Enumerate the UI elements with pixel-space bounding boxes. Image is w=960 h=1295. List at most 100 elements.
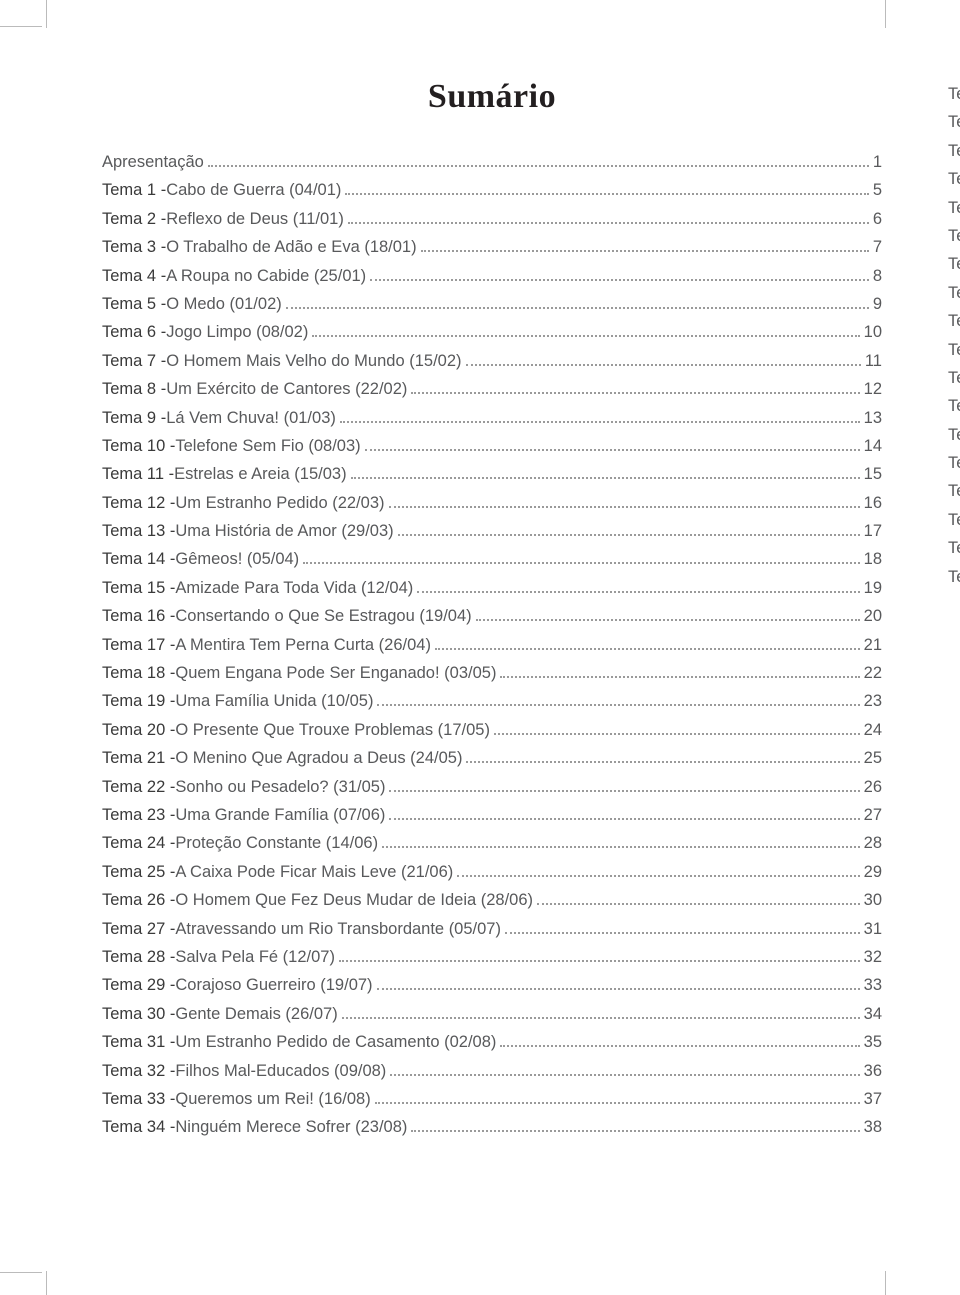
toc-entry: Tema 29 - Corajoso Guerreiro (19/07)33 <box>102 977 882 994</box>
toc-page-number: 22 <box>864 665 882 682</box>
cutoff-text: Te <box>948 569 960 586</box>
toc-prefix: Tema 21 - <box>102 750 175 767</box>
toc-entry: Tema 18 - Quem Engana Pode Ser Enganado!… <box>102 665 882 682</box>
toc-entry: Tema 11 - Estrelas e Areia (15/03)15 <box>102 466 882 483</box>
crop-mark <box>885 0 886 28</box>
toc-prefix: Tema 3 - <box>102 239 166 256</box>
toc-page-number: 25 <box>864 750 882 767</box>
cutoff-text: Te <box>948 86 960 103</box>
toc-prefix: Tema 24 - <box>102 835 175 852</box>
toc-page-number: 24 <box>864 722 882 739</box>
toc-leader <box>537 903 860 905</box>
toc-label: Quem Engana Pode Ser Enganado! (03/05) <box>175 665 496 682</box>
toc-leader <box>365 449 860 451</box>
toc-label: Salva Pela Fé (12/07) <box>175 949 335 966</box>
toc-label: Gêmeos! (05/04) <box>175 551 299 568</box>
toc-prefix: Tema 34 - <box>102 1119 175 1136</box>
toc-page-number: 23 <box>864 693 882 710</box>
toc-label: Lá Vem Chuva! (01/03) <box>166 410 336 427</box>
toc-label: A Roupa no Cabide (25/01) <box>166 268 366 285</box>
toc-entry: Tema 15 - Amizade Para Toda Vida (12/04)… <box>102 580 882 597</box>
toc-label: O Homem Que Fez Deus Mudar de Ideia (28/… <box>175 892 533 909</box>
toc-label: Proteção Constante (14/06) <box>175 835 378 852</box>
toc-label: Um Exército de Cantores (22/02) <box>166 381 407 398</box>
toc-entry: Tema 25 - A Caixa Pode Ficar Mais Leve (… <box>102 864 882 881</box>
toc-page-number: 29 <box>864 864 882 881</box>
toc-leader <box>377 988 860 990</box>
toc-leader <box>303 562 859 564</box>
toc-entry: Tema 3 - O Trabalho de Adão e Eva (18/01… <box>102 239 882 256</box>
toc-prefix: Tema 9 - <box>102 410 166 427</box>
toc-page-number: 11 <box>865 353 882 370</box>
toc-entry: Tema 17 - A Mentira Tem Perna Curta (26/… <box>102 637 882 654</box>
toc-page-number: 9 <box>873 296 882 313</box>
cutoff-text: Te <box>948 228 960 245</box>
toc-page-number: 21 <box>864 637 882 654</box>
toc-page-number: 5 <box>873 182 882 199</box>
toc-entry: Apresentação1 <box>102 154 882 171</box>
toc-leader <box>348 222 869 224</box>
crop-mark <box>46 1271 47 1295</box>
toc-prefix: Tema 12 - <box>102 495 175 512</box>
toc-label: Gente Demais (26/07) <box>175 1006 337 1023</box>
toc-prefix: Tema 6 - <box>102 324 166 341</box>
toc-leader <box>312 335 859 337</box>
cutoff-text: Te <box>948 483 960 500</box>
toc-page-number: 26 <box>864 779 882 796</box>
toc-entry: Tema 26 - O Homem Que Fez Deus Mudar de … <box>102 892 882 909</box>
toc-label: Um Estranho Pedido (22/03) <box>175 495 384 512</box>
toc-prefix: Tema 33 - <box>102 1091 175 1108</box>
toc-page-number: 17 <box>864 523 882 540</box>
toc-prefix: Tema 30 - <box>102 1006 175 1023</box>
toc-prefix: Tema 25 - <box>102 864 175 881</box>
toc-leader <box>421 250 869 252</box>
toc-prefix: Tema 8 - <box>102 381 166 398</box>
toc-label: Uma História de Amor (29/03) <box>175 523 393 540</box>
toc-leader <box>389 506 860 508</box>
toc-prefix: Tema 2 - <box>102 211 166 228</box>
next-page-fragment: TeTeTeTeTeTeTeTeTeTeTeTeTeTeTeTeTeTe <box>948 86 960 597</box>
crop-mark <box>885 1271 886 1295</box>
toc-prefix: Tema 22 - <box>102 779 175 796</box>
toc-entry: Tema 27 - Atravessando um Rio Transborda… <box>102 921 882 938</box>
toc-label: O Medo (01/02) <box>166 296 282 313</box>
toc-prefix: Tema 26 - <box>102 892 175 909</box>
toc-label: Queremos um Rei! (16/08) <box>175 1091 370 1108</box>
toc-label: Ninguém Merece Sofrer (23/08) <box>175 1119 407 1136</box>
toc-page-number: 15 <box>864 466 882 483</box>
cutoff-text: Te <box>948 200 960 217</box>
toc-page-number: 8 <box>873 268 882 285</box>
toc-prefix: Tema 23 - <box>102 807 175 824</box>
toc-label: Cabo de Guerra (04/01) <box>166 182 341 199</box>
toc-entry: Tema 23 - Uma Grande Família (07/06)27 <box>102 807 882 824</box>
cutoff-text: Te <box>948 540 960 557</box>
toc-label: Telefone Sem Fio (08/03) <box>175 438 360 455</box>
toc-entry: Tema 1 - Cabo de Guerra (04/01)5 <box>102 182 882 199</box>
toc-page-number: 1 <box>873 154 882 171</box>
toc-leader <box>377 704 859 706</box>
toc-page-number: 7 <box>873 239 882 256</box>
toc-page-number: 18 <box>864 551 882 568</box>
toc-leader <box>389 790 859 792</box>
toc-page-number: 34 <box>864 1006 882 1023</box>
toc-leader <box>390 1074 859 1076</box>
toc-label: Reflexo de Deus (11/01) <box>166 211 344 228</box>
toc-page-number: 33 <box>864 977 882 994</box>
crop-mark <box>0 1272 42 1273</box>
toc-prefix: Tema 28 - <box>102 949 175 966</box>
toc-leader <box>286 307 869 309</box>
toc-label: O Trabalho de Adão e Eva (18/01) <box>166 239 416 256</box>
cutoff-text: Te <box>948 285 960 302</box>
toc-page-number: 14 <box>864 438 882 455</box>
toc-leader <box>398 534 860 536</box>
cutoff-text: Te <box>948 143 960 160</box>
toc-label: A Mentira Tem Perna Curta (26/04) <box>175 637 431 654</box>
toc-entry: Tema 33 - Queremos um Rei! (16/08)37 <box>102 1091 882 1108</box>
cutoff-text: Te <box>948 342 960 359</box>
cutoff-text: Te <box>948 512 960 529</box>
toc-prefix: Tema 18 - <box>102 665 175 682</box>
toc-page-number: 20 <box>864 608 882 625</box>
toc-page-number: 6 <box>873 211 882 228</box>
toc-prefix: Tema 15 - <box>102 580 175 597</box>
toc-prefix: Tema 13 - <box>102 523 175 540</box>
